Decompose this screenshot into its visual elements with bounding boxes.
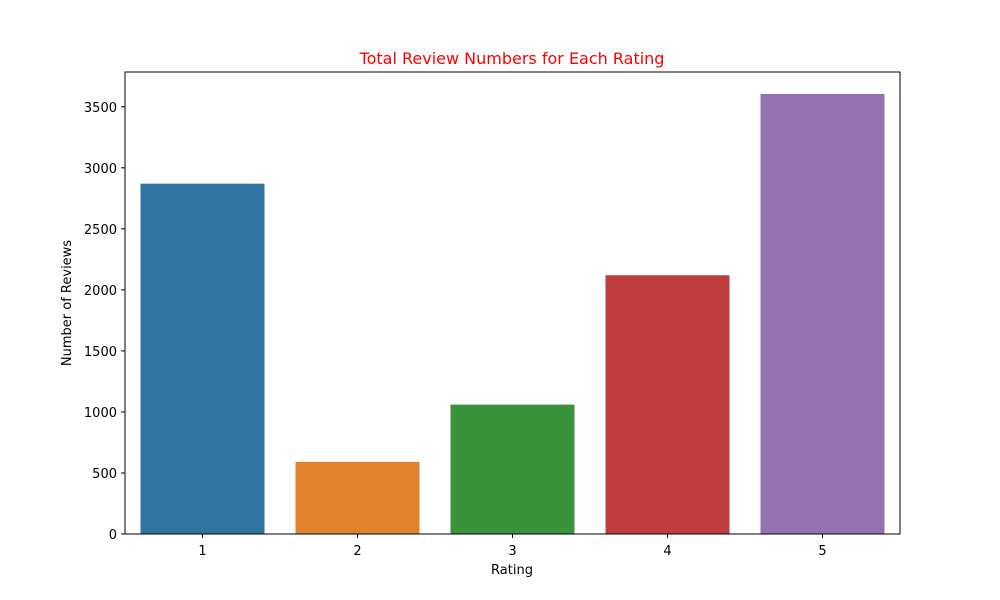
bar-rating-3 xyxy=(450,404,575,534)
x-axis-ticks: 1 2 3 4 5 xyxy=(198,534,827,559)
y-tick-label: 3500 xyxy=(84,101,117,116)
bar-rating-2 xyxy=(295,461,420,534)
plot-frame xyxy=(124,71,901,535)
y-tick-label: 1000 xyxy=(84,406,117,421)
bars-layer xyxy=(140,93,885,534)
bar-rating-5 xyxy=(760,93,885,534)
x-tick-label: 2 xyxy=(353,544,361,559)
x-tick-label: 5 xyxy=(818,544,826,559)
chart-title: Total Review Numbers for Each Rating xyxy=(359,49,665,68)
x-tick-label: 3 xyxy=(508,544,516,559)
y-tick-label: 1500 xyxy=(84,345,117,360)
y-tick-label: 3000 xyxy=(84,162,117,177)
y-tick-label: 0 xyxy=(109,528,117,543)
x-tick-label: 1 xyxy=(198,544,206,559)
bar-rating-1 xyxy=(140,183,265,534)
y-tick-label: 500 xyxy=(92,467,117,482)
y-tick-label: 2500 xyxy=(84,223,117,238)
x-tick-label: 4 xyxy=(663,544,671,559)
y-tick-label: 2000 xyxy=(84,284,117,299)
bar-rating-4 xyxy=(605,275,730,534)
y-axis-ticks: 0 500 1000 1500 2000 2500 3000 3500 xyxy=(84,101,125,543)
y-axis-label: Number of Reviews xyxy=(60,240,75,366)
x-axis-label: Rating xyxy=(491,563,533,578)
